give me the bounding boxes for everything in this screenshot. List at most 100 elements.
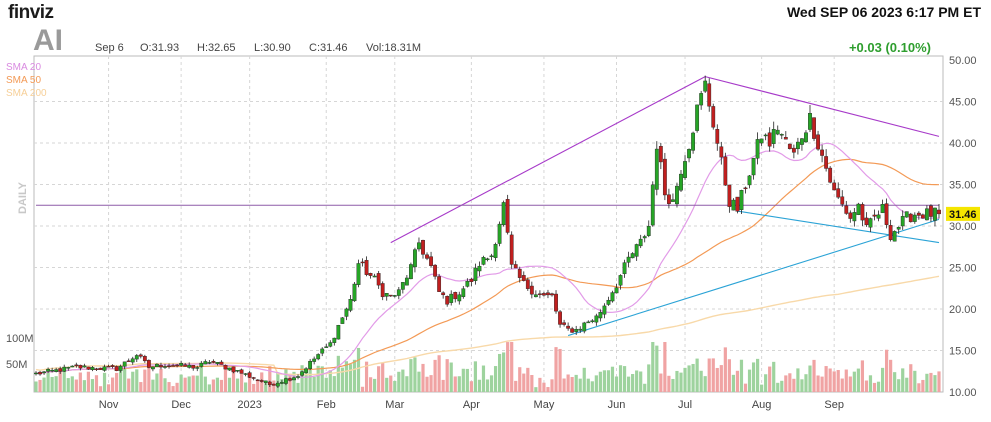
volume-bar	[50, 376, 54, 392]
volume-bar	[606, 370, 611, 392]
candle-body	[425, 254, 429, 259]
candle-body	[554, 293, 558, 312]
candle-body	[606, 299, 611, 305]
volume-bar	[58, 371, 62, 392]
volume-bar	[401, 369, 405, 392]
candle-body	[630, 253, 635, 259]
volume-bar	[723, 347, 727, 392]
candle-body	[130, 358, 135, 363]
candle-body	[574, 329, 579, 332]
volume-bar	[836, 370, 840, 392]
candle-body	[449, 293, 454, 303]
candle-body	[308, 361, 313, 369]
volume-bar	[631, 374, 635, 392]
candle-body	[767, 132, 772, 147]
x-tick-label: Aug	[752, 399, 772, 411]
volume-bar	[46, 369, 50, 392]
candle-body	[602, 305, 607, 315]
candle-body	[324, 346, 329, 348]
candle-body	[191, 365, 196, 369]
candle-body	[110, 365, 115, 367]
volume-bar	[747, 369, 752, 392]
volume-bar	[574, 374, 578, 392]
volume-bar	[316, 365, 320, 392]
volume-bar	[647, 364, 651, 392]
volume-bar	[812, 359, 816, 392]
volume-bar	[123, 368, 127, 392]
volume-bar	[405, 376, 409, 392]
candle-body	[755, 139, 760, 159]
candle-body	[219, 361, 224, 365]
candle-body	[146, 359, 151, 368]
x-tick-label: Dec	[171, 399, 191, 411]
y-tick-label: 30.00	[949, 221, 977, 233]
volume-bar	[522, 373, 526, 392]
candle-body	[509, 234, 514, 265]
candle-body	[759, 138, 764, 144]
volume-bar	[804, 374, 808, 392]
candle-body	[155, 363, 159, 368]
volume-bar	[106, 384, 111, 392]
trendline-blue	[567, 218, 940, 337]
volume-axis-label: 50M	[6, 359, 27, 371]
x-tick-label: Nov	[99, 399, 119, 411]
candle-body	[62, 366, 67, 372]
volume-bar	[586, 378, 590, 392]
candle-body	[929, 205, 933, 217]
candle-body	[481, 257, 486, 265]
candle-body	[356, 263, 361, 285]
candle-body	[642, 236, 647, 239]
candle-body	[505, 199, 510, 233]
quote-low: L:30.90	[254, 42, 291, 54]
candle-body	[404, 277, 409, 286]
volume-bar	[776, 382, 780, 392]
volume-bar	[159, 368, 163, 392]
candle-body	[622, 262, 627, 275]
candle-body	[94, 368, 99, 370]
volume-bar	[368, 377, 373, 392]
volume-bar	[425, 376, 429, 392]
volume-bar	[38, 379, 42, 392]
volume-bar	[320, 366, 324, 392]
candle-body	[493, 244, 498, 258]
x-tick-label: Jun	[608, 399, 626, 411]
volume-bar	[485, 379, 490, 392]
volume-bar	[493, 366, 498, 392]
candle-body	[215, 362, 220, 364]
candle-body	[868, 218, 873, 228]
finviz-logo[interactable]: finviz	[8, 2, 54, 23]
volume-bar	[687, 365, 691, 392]
candle-body	[937, 209, 941, 215]
volume-bar	[622, 366, 627, 392]
y-tick-label: 15.00	[949, 346, 977, 358]
candle-body	[618, 275, 623, 286]
candle-body	[207, 362, 212, 364]
candle-body	[852, 212, 857, 222]
candle-body	[183, 364, 188, 367]
candle-body	[445, 296, 450, 305]
candle-body	[925, 208, 929, 221]
volume-bar	[300, 365, 304, 392]
last-price-badge	[946, 206, 980, 221]
volume-bar	[248, 372, 252, 392]
volume-bar	[219, 379, 224, 392]
volume-bar	[909, 364, 913, 392]
volume-bar	[800, 379, 804, 392]
volume-bar	[86, 371, 91, 392]
candle-body	[675, 185, 679, 205]
volume-bar	[364, 361, 369, 392]
candle-body	[787, 143, 792, 150]
x-tick-label: May	[534, 399, 555, 411]
volume-bar	[570, 377, 574, 392]
quote-close: C:31.46	[309, 42, 348, 54]
candle-body	[380, 283, 385, 298]
volume-bar	[643, 383, 647, 392]
candle-body	[292, 377, 296, 381]
volume-bar	[175, 382, 179, 392]
volume-bar	[469, 381, 473, 392]
volume-bar	[840, 378, 844, 392]
volume-bar	[292, 371, 296, 392]
volume-bar	[481, 365, 486, 392]
candle-body	[235, 370, 240, 372]
